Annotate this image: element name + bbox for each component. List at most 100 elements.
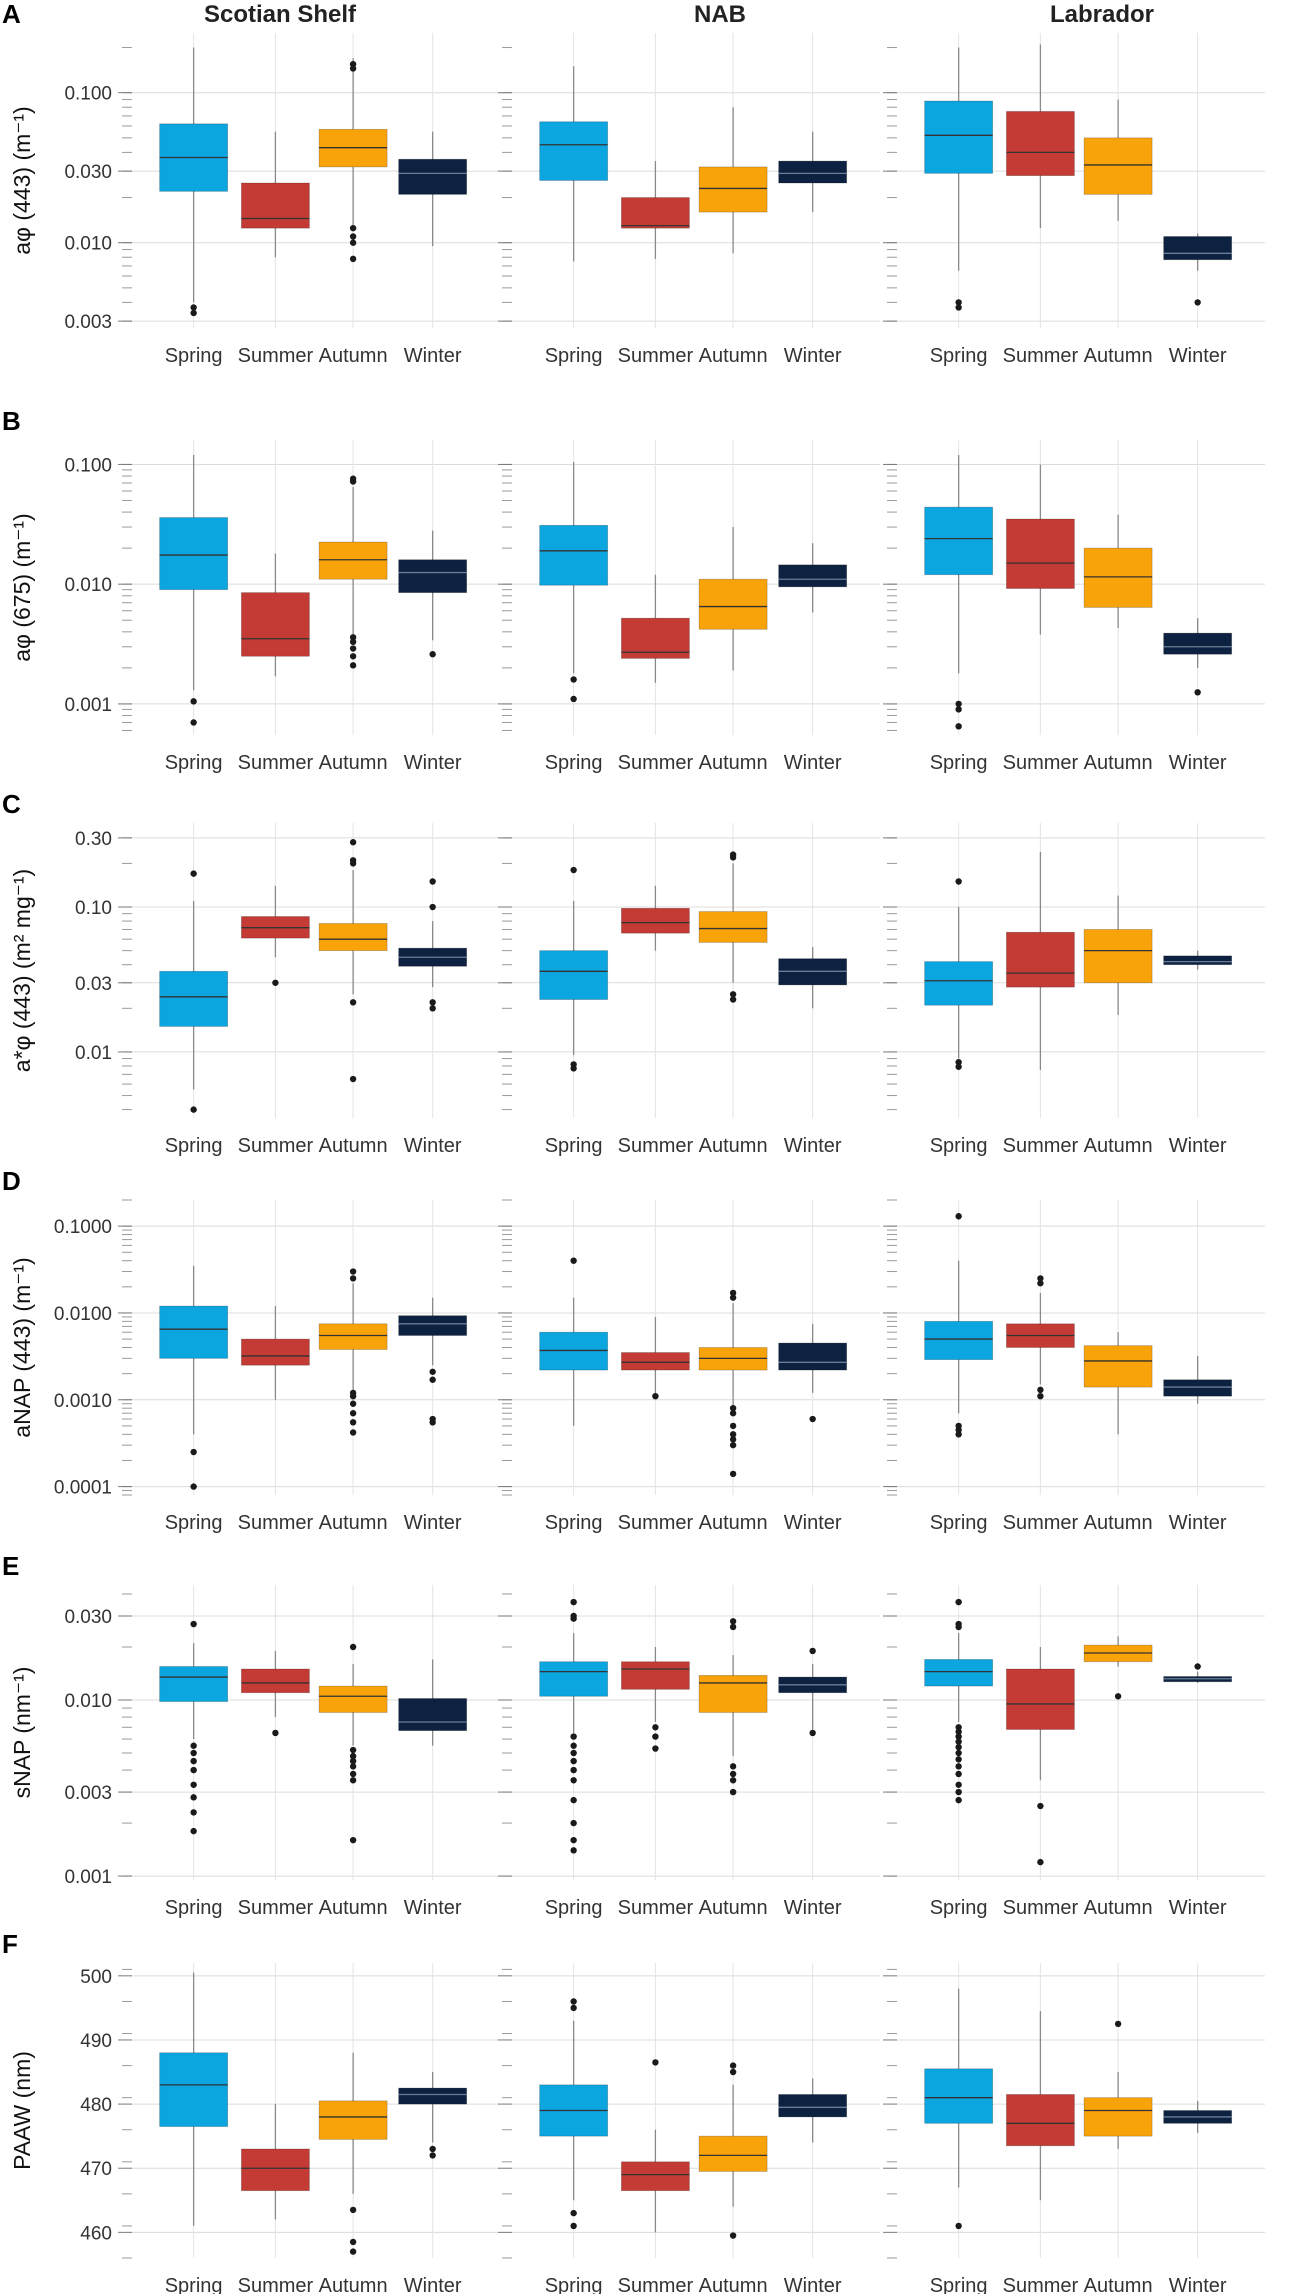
- outlier-point: [349, 478, 357, 485]
- box-spring: [539, 1598, 609, 1854]
- outlier-point: [955, 878, 962, 885]
- x-tick-label: Spring: [545, 1512, 603, 1534]
- box-iqr: [621, 197, 690, 229]
- x-tick-label: Winter: [784, 2275, 842, 2294]
- box-iqr: [318, 2100, 388, 2140]
- panel-letter: A: [2, 0, 21, 29]
- box-iqr: [698, 911, 768, 943]
- box-iqr: [1163, 632, 1233, 655]
- box-summer: [1006, 2011, 1075, 2201]
- outlier-point: [349, 1419, 357, 1426]
- x-tick-label: Spring: [930, 1135, 988, 1157]
- x-tick-label: Autumn: [1084, 2275, 1153, 2294]
- box-iqr: [398, 1698, 468, 1732]
- box-autumn: [1083, 2020, 1153, 2149]
- x-tick-label: Spring: [930, 345, 988, 367]
- outlier-point: [729, 1763, 737, 1770]
- x-tick-label: Winter: [784, 345, 842, 367]
- x-tick-label: Spring: [930, 752, 988, 774]
- outlier-point: [955, 1749, 962, 1757]
- box-iqr: [398, 559, 468, 594]
- box-spring: [159, 1972, 229, 2226]
- outlier-point: [349, 224, 357, 232]
- x-tick-label: Autumn: [319, 345, 388, 367]
- x-tick-label: Winter: [1169, 1512, 1227, 1534]
- outlier-point: [349, 638, 357, 646]
- outlier-point: [955, 1598, 962, 1606]
- outlier-point: [190, 309, 197, 317]
- box-spring: [159, 454, 229, 726]
- box-summer: [1006, 464, 1075, 635]
- panel-letter: C: [2, 789, 21, 819]
- y-axis-label: aφ (443) (m⁻¹): [9, 106, 35, 254]
- outlier-point: [570, 1836, 577, 1844]
- box-iqr: [1083, 2097, 1153, 2137]
- outlier-point: [652, 2059, 659, 2066]
- outlier-point: [349, 1746, 357, 1754]
- outlier-point: [349, 1777, 357, 1784]
- x-tick-label: Summer: [618, 2275, 694, 2294]
- outlier-point: [349, 1836, 357, 1844]
- panel-letter: D: [2, 1166, 21, 1196]
- box-iqr: [778, 1342, 848, 1371]
- outlier-point: [570, 1615, 577, 1622]
- outlier-point: [570, 2209, 577, 2217]
- x-tick-label: Summer: [238, 2275, 314, 2294]
- x-tick-label: Winter: [784, 1135, 842, 1157]
- box-winter: [1163, 618, 1233, 696]
- outlier-point: [955, 1743, 962, 1751]
- box-winter: [1163, 1663, 1233, 1683]
- outlier-point: [429, 2152, 436, 2159]
- x-tick-label: Spring: [165, 2275, 223, 2294]
- y-axis-label: sNAP (nm⁻¹): [9, 1667, 35, 1799]
- outlier-point: [955, 1426, 962, 1434]
- y-tick-label: 0.1000: [54, 1217, 112, 1238]
- outlier-point: [570, 1742, 577, 1749]
- outlier-point: [729, 1431, 737, 1438]
- outlier-point: [349, 255, 357, 263]
- y-tick-label: 0.001: [64, 1867, 112, 1888]
- outlier-point: [570, 2004, 577, 2012]
- box-spring: [924, 454, 994, 730]
- outlier-point: [190, 1106, 197, 1113]
- x-tick-label: Autumn: [319, 2275, 388, 2294]
- box-iqr: [1006, 2094, 1075, 2147]
- box-iqr: [621, 1661, 690, 1690]
- outlier-point: [190, 870, 197, 877]
- box-iqr: [924, 100, 994, 174]
- outlier-point: [190, 1448, 197, 1456]
- box-spring: [539, 1998, 609, 2230]
- box-iqr: [698, 166, 768, 213]
- box-iqr: [1006, 1668, 1075, 1730]
- outlier-point: [1194, 689, 1201, 696]
- x-tick-label: Winter: [404, 1135, 462, 1157]
- region-nab: Spring Summer Autumn Winter: [498, 1963, 880, 2294]
- y-tick-label: 0.0010: [54, 1391, 112, 1412]
- outlier-point: [190, 304, 197, 311]
- region-scotian-shelf: 0.0001 0.0010 0.0100 0.1000 Spring Summer Autu…: [54, 1199, 500, 1534]
- x-tick-label: Summer: [238, 1135, 314, 1157]
- column-titles: Scotian Shelf NAB Labrador: [204, 1, 1154, 28]
- box-iqr: [1006, 111, 1075, 177]
- box-iqr: [924, 961, 994, 1006]
- outlier-point: [349, 1752, 357, 1760]
- outlier-point: [349, 1770, 357, 1778]
- outlier-point: [190, 1809, 197, 1816]
- box-iqr: [539, 121, 609, 181]
- box-iqr: [778, 2094, 848, 2118]
- outlier-point: [349, 1410, 357, 1417]
- x-tick-label: Spring: [545, 1897, 603, 1919]
- outlier-point: [349, 2206, 357, 2214]
- x-tick-label: Summer: [1003, 1135, 1079, 1157]
- outlier-point: [429, 1005, 436, 1012]
- outlier-point: [349, 1400, 357, 1407]
- box-iqr: [1083, 929, 1153, 984]
- outlier-point: [652, 1392, 659, 1400]
- x-tick-label: Autumn: [1084, 1512, 1153, 1534]
- outlier-point: [809, 1729, 816, 1737]
- box-summer: [241, 885, 310, 986]
- box-winter: [1163, 233, 1233, 306]
- outlier-point: [570, 866, 577, 874]
